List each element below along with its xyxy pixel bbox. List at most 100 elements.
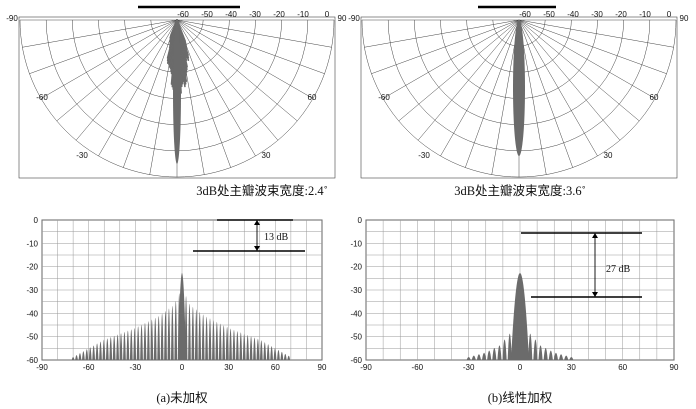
side-lobe-bar xyxy=(559,354,564,360)
theta-tick-label: -60 xyxy=(36,93,48,102)
polar-chart-unweighted: -60 -50 -40 -30 -20 -10 0 -90 -60 -30 30 60 90 xyxy=(6,5,347,179)
side-lobe-bar xyxy=(205,316,208,360)
polar-spoke xyxy=(417,19,520,141)
annotation-label: 13 dB xyxy=(264,232,289,243)
x-tick-label: -90 xyxy=(36,363,48,372)
side-lobe-bar xyxy=(242,333,246,360)
theta-tick-label: 30 xyxy=(262,151,271,160)
side-lobe-bar xyxy=(188,303,191,360)
radial-tick-label: -40 xyxy=(567,10,579,19)
side-lobe-bar xyxy=(259,340,263,360)
side-lobe-bar xyxy=(126,330,130,360)
x-tick-label: 90 xyxy=(670,363,679,372)
side-lobe-bar xyxy=(212,320,215,360)
x-tick-label: -30 xyxy=(130,363,142,372)
side-lobe-bar xyxy=(253,337,256,360)
side-lobe-bar xyxy=(497,345,502,360)
polar-spoke xyxy=(364,19,520,48)
side-lobe-bar xyxy=(533,339,538,360)
side-lobe-bar xyxy=(123,331,126,360)
polar-spoke xyxy=(518,19,598,157)
caption-unweighted: (a)未加权 xyxy=(156,390,208,405)
caption-beamwidth-a: 3dB处主瓣波束宽度:2.4˚ xyxy=(196,183,328,198)
theta-tick-label: 90 xyxy=(338,14,347,23)
radial-tick-label: -10 xyxy=(297,10,309,19)
side-lobe-bar xyxy=(170,305,174,360)
side-lobe-bar xyxy=(263,342,267,360)
radial-tick-label: -30 xyxy=(249,10,261,19)
polar-spoke xyxy=(40,19,178,99)
side-lobe-bar xyxy=(280,351,284,360)
main-lobe xyxy=(513,20,525,156)
radial-tick-label: -40 xyxy=(225,10,237,19)
side-lobe-bar xyxy=(266,344,270,360)
main-lobe-bar xyxy=(511,273,529,360)
side-lobe-bar xyxy=(564,355,569,360)
polar-spoke xyxy=(518,19,640,122)
polar-spoke xyxy=(98,19,178,157)
polar-spoke xyxy=(176,19,314,99)
theta-tick-label: 90 xyxy=(680,14,689,23)
x-tick-label: 90 xyxy=(318,363,327,372)
side-lobe-bar xyxy=(538,345,543,360)
side-lobe-bar xyxy=(85,349,89,360)
side-lobe-bar xyxy=(133,328,137,360)
side-lobe-bar xyxy=(249,336,253,360)
radial-tick-label: 0 xyxy=(325,10,330,19)
x-tick-label: -90 xyxy=(360,363,372,372)
arrow-head-up xyxy=(592,233,598,238)
side-lobe-bar xyxy=(92,345,96,360)
theta-tick-label: -90 xyxy=(6,14,18,23)
side-lobe-bar xyxy=(140,324,143,360)
side-lobe-bar xyxy=(82,351,85,360)
side-lobe-bar xyxy=(222,325,226,360)
side-lobe-bar xyxy=(164,311,167,360)
y-tick-label: 0 xyxy=(34,216,39,225)
x-tick-label: -60 xyxy=(83,363,95,372)
side-lobe-bar xyxy=(283,353,287,360)
side-lobe-bar xyxy=(229,328,232,360)
polar-spoke xyxy=(440,19,520,157)
y-tick-label: -50 xyxy=(26,333,38,342)
side-lobe-bar xyxy=(471,355,476,360)
side-lobe-bar xyxy=(215,321,219,360)
side-lobe-bar xyxy=(548,350,553,360)
y-tick-label: -20 xyxy=(26,263,38,272)
side-lobe-bar xyxy=(277,350,280,360)
side-lobe-bar xyxy=(153,317,157,360)
side-lobe-bar xyxy=(136,326,140,360)
arrow-head-down xyxy=(592,292,598,297)
side-lobe-bar xyxy=(246,334,250,360)
side-lobe-bar xyxy=(528,333,533,360)
side-lobe-bar xyxy=(88,347,92,360)
side-lobe-bar xyxy=(174,301,178,360)
polar-spoke xyxy=(176,19,332,48)
x-tick-label: 0 xyxy=(518,363,523,372)
polar-spoke xyxy=(176,19,325,74)
side-lobe-bar xyxy=(109,337,113,360)
side-lobe-bar xyxy=(201,314,205,360)
side-lobe-bar xyxy=(78,353,82,360)
theta-tick-label: -60 xyxy=(378,93,390,102)
side-lobe-bar xyxy=(543,347,548,360)
polar-spoke xyxy=(75,19,178,141)
side-lobe-bar xyxy=(492,347,497,360)
side-lobe-bar xyxy=(482,352,487,360)
annotation-label: 27 dB xyxy=(606,264,631,275)
side-lobe-bar xyxy=(218,323,222,360)
side-lobe-bar xyxy=(466,357,471,360)
side-lobe-bar xyxy=(150,319,154,360)
y-tick-label: -10 xyxy=(26,239,38,248)
x-tick-label: 60 xyxy=(618,363,627,372)
side-lobe-bar xyxy=(75,355,78,360)
side-lobe-bar xyxy=(191,306,195,360)
side-lobe-bar xyxy=(507,333,512,360)
y-tick-label: -10 xyxy=(350,239,362,248)
side-lobe-bar xyxy=(129,329,133,360)
polar-spoke xyxy=(518,19,621,141)
polar-spoke xyxy=(176,19,279,141)
side-lobe-bar xyxy=(502,339,507,360)
side-lobe-bar xyxy=(105,338,109,360)
polar-spoke xyxy=(176,19,256,157)
